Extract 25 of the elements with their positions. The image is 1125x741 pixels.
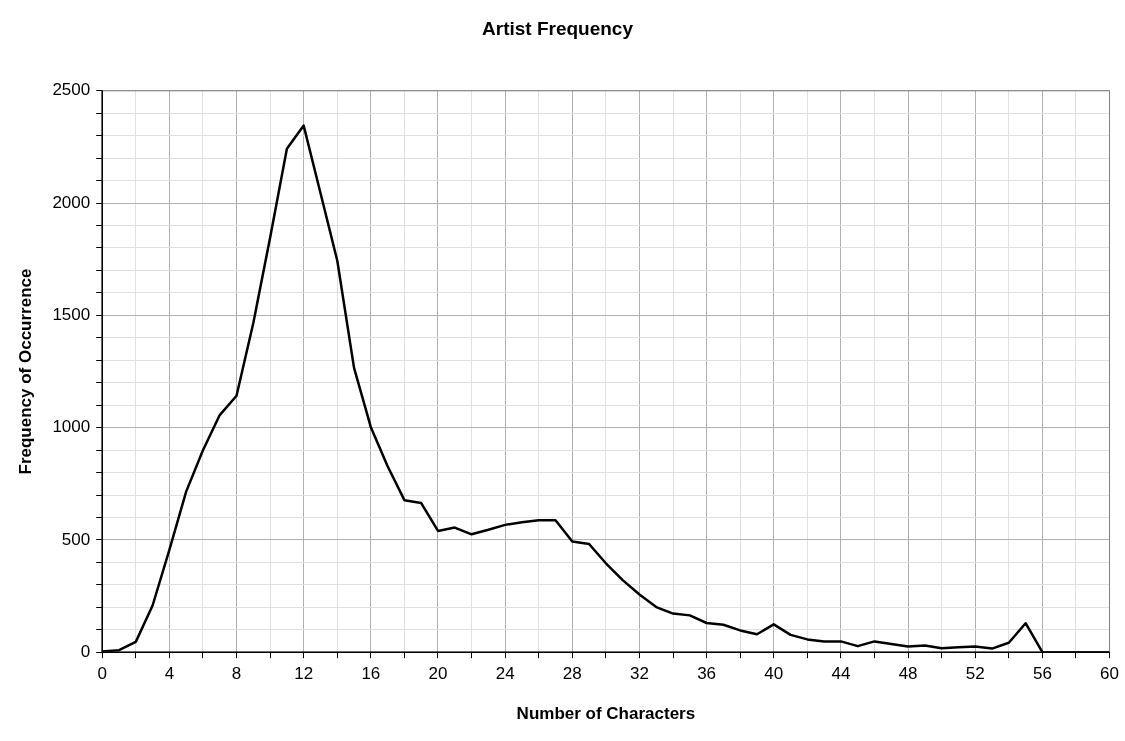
x-tick-label: 40 [764,664,784,684]
y-tick-label: 1500 [52,305,91,325]
y-tick-label: 2000 [52,192,91,212]
x-tick-label: 56 [1032,664,1052,684]
x-tick-label: 32 [630,664,649,684]
x-tick-label: 0 [97,664,107,684]
x-tick-label: 24 [495,664,515,684]
y-tick-label: 500 [61,529,91,549]
x-axis-title: Number of Characters [516,704,696,724]
x-tick-label: 28 [562,664,582,684]
x-tick-label: 52 [965,664,985,684]
x-tick-label: 12 [294,664,314,684]
x-tick-label: 36 [697,664,717,684]
x-tick-label: 4 [164,664,175,684]
x-tick-label: 48 [898,664,918,684]
y-tick-label: 0 [80,641,91,661]
y-tick-label: 1000 [52,417,91,437]
x-tick-label: 20 [428,664,448,684]
x-tick-label: 44 [831,664,851,684]
y-tick-label: 2500 [52,80,91,100]
x-tick-label: 16 [361,664,381,684]
x-tick-label: 8 [231,664,242,684]
chart-title: Artist Frequency [482,17,634,39]
y-axis-title: Frequency of Occurrence [15,268,35,475]
x-tick-label: 60 [1100,664,1120,684]
